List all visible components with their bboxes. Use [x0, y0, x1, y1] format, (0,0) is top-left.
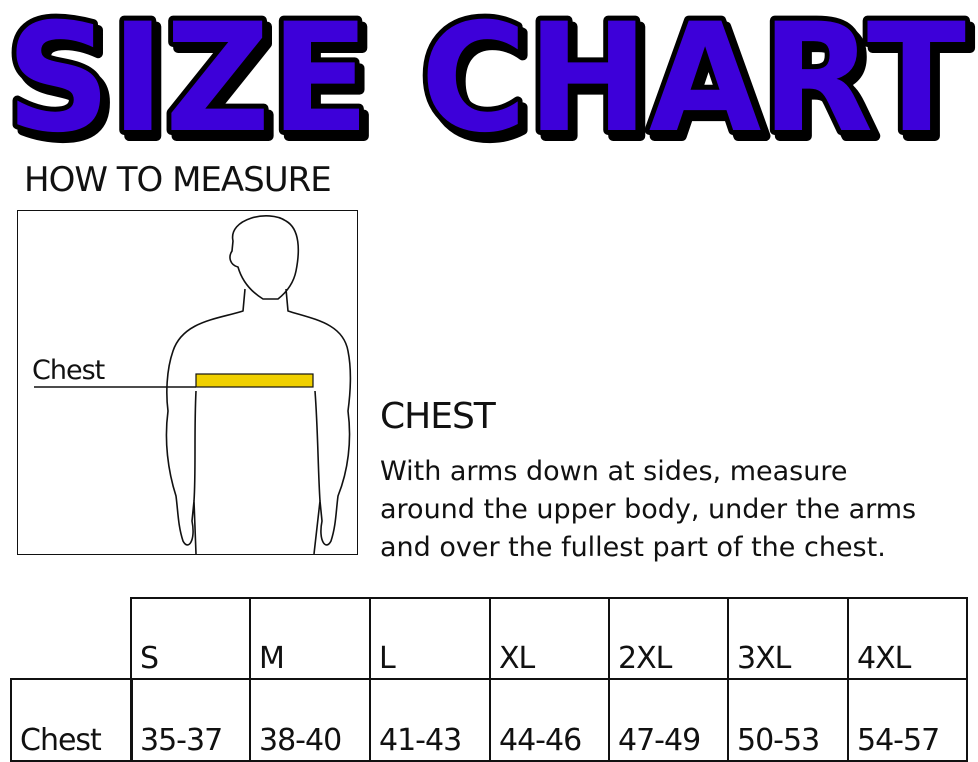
size-header-cell: 3XL: [727, 597, 849, 680]
size-header-cell: 4XL: [847, 597, 968, 680]
cell-text: L: [379, 641, 396, 676]
cell-text: 50-53: [737, 723, 820, 758]
cell-text: 38-40: [259, 723, 342, 758]
size-chart-title: SIZE CHART: [1, 0, 971, 152]
chest-description: With arms down at sides, measure around …: [380, 453, 916, 567]
chest-value-cell: 50-53: [727, 678, 849, 762]
cell-text: 2XL: [618, 641, 672, 676]
cell-text: 47-49: [618, 723, 701, 758]
size-header-cell: M: [249, 597, 371, 680]
description-line: With arms down at sides, measure: [380, 456, 848, 487]
chest-value-cell: 41-43: [369, 678, 491, 762]
measurement-figure: Chest: [17, 210, 358, 555]
size-header-cell: S: [130, 597, 251, 680]
cell-text: 3XL: [737, 641, 791, 676]
body-outline-illustration: [34, 215, 352, 555]
cell-text: Chest: [20, 723, 102, 758]
cell-text: 44-46: [499, 723, 582, 758]
description-line: and over the fullest part of the chest.: [380, 532, 886, 563]
size-header-cell: 2XL: [608, 597, 729, 680]
chest-value-cell: 47-49: [608, 678, 729, 762]
chest-heading: CHEST: [380, 396, 496, 437]
description-line: around the upper body, under the arms: [380, 494, 917, 525]
chest-value-cell: 54-57: [847, 678, 968, 762]
row-label-cell: Chest: [10, 678, 133, 762]
chest-value-cell: 38-40: [249, 678, 371, 762]
cell-text: S: [140, 641, 159, 676]
cell-text: M: [259, 641, 285, 676]
cell-text: 4XL: [857, 641, 911, 676]
chest-value-cell: 35-37: [130, 678, 251, 762]
measuring-tape: [195, 373, 314, 388]
cell-text: XL: [499, 641, 535, 676]
size-header-cell: L: [369, 597, 491, 680]
title-text: SIZE CHART: [6, 0, 966, 152]
chest-label: Chest: [32, 355, 105, 386]
cell-text: 41-43: [379, 723, 462, 758]
how-to-measure-heading: HOW TO MEASURE: [24, 160, 332, 200]
cell-text: 35-37: [140, 723, 223, 758]
size-header-cell: XL: [489, 597, 610, 680]
chest-value-cell: 44-46: [489, 678, 610, 762]
cell-text: 54-57: [857, 723, 940, 758]
